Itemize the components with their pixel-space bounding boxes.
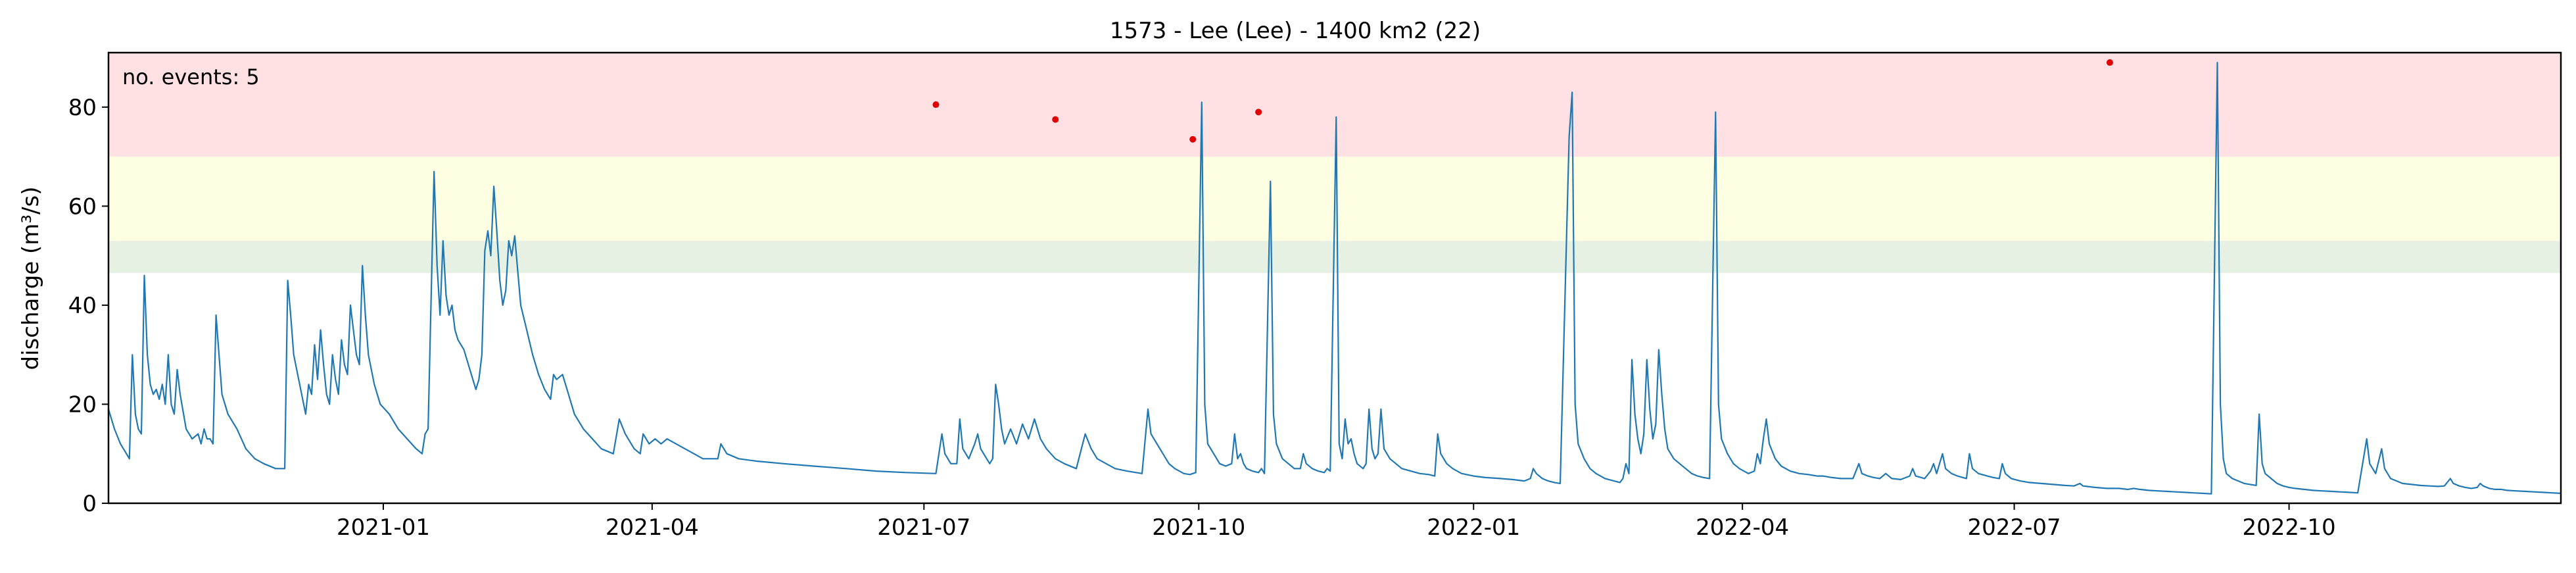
x-tick-label: 2022-10 bbox=[2243, 514, 2336, 541]
event-marker bbox=[1052, 116, 1059, 123]
x-tick-label: 2021-04 bbox=[606, 514, 699, 541]
x-tick-label: 2022-07 bbox=[1968, 514, 2061, 541]
x-axis: 2021-01 2021-04 2021-07 2021-10 2022-01 2022-… bbox=[337, 503, 2336, 541]
y-tick-label: 40 bbox=[68, 293, 97, 319]
discharge-series-line bbox=[107, 62, 2562, 495]
y-axis-label: discharge (m³/s) bbox=[18, 187, 44, 370]
x-tick-label: 2022-04 bbox=[1696, 514, 1789, 541]
x-tick-label: 2021-10 bbox=[1152, 514, 1245, 541]
plot-frame bbox=[107, 51, 2562, 505]
event-marker bbox=[1255, 109, 1262, 116]
chart-title: 1573 - Lee (Lee) - 1400 km2 (22) bbox=[1110, 18, 1481, 44]
y-tick-label: 80 bbox=[68, 95, 97, 121]
y-tick-label: 20 bbox=[68, 391, 97, 418]
y-axis: 0 20 40 60 80 bbox=[68, 95, 108, 517]
x-tick-label: 2022-01 bbox=[1427, 514, 1520, 541]
threshold-band-3 bbox=[108, 53, 2561, 157]
x-tick-label: 2021-01 bbox=[337, 514, 430, 541]
event-marker bbox=[1189, 136, 1197, 143]
series-layer bbox=[107, 62, 2562, 495]
y-tick-label: 0 bbox=[82, 491, 97, 517]
y-tick-label: 60 bbox=[68, 193, 97, 220]
event-marker bbox=[2106, 59, 2113, 66]
event-markers bbox=[932, 59, 2113, 143]
x-tick-label: 2021-07 bbox=[877, 514, 970, 541]
event-marker bbox=[932, 101, 940, 109]
event-count-annotation: no. events: 5 bbox=[122, 64, 260, 89]
threshold-bands bbox=[108, 53, 2561, 273]
